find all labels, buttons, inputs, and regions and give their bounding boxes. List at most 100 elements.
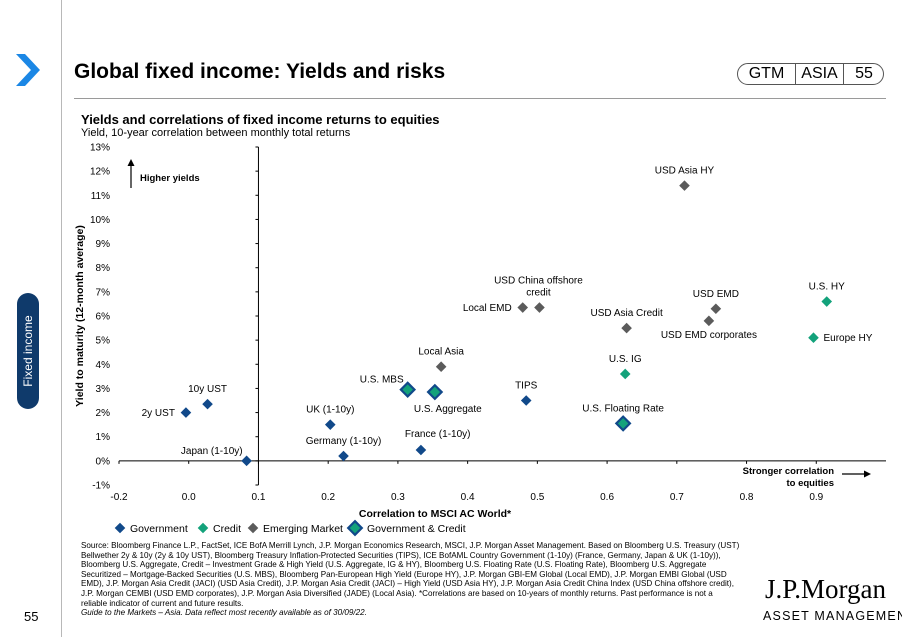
x-tick-label: 0.6 xyxy=(600,492,614,503)
left-divider xyxy=(61,0,62,637)
higher-yields-label: Higher yields xyxy=(140,173,200,184)
source-text: Source: Bloomberg Finance L.P., FactSet,… xyxy=(81,541,740,608)
data-point xyxy=(338,450,349,462)
y-tick-label: 4% xyxy=(96,360,111,371)
x-tick-label: 0.8 xyxy=(740,492,754,503)
data-point xyxy=(534,302,545,313)
y-tick-label: 12% xyxy=(90,167,110,178)
y-tick-label: 13% xyxy=(90,143,110,154)
gtm-label: GTM xyxy=(748,65,785,82)
data-point xyxy=(517,302,529,313)
stronger-correlation-label: to equities xyxy=(786,478,834,489)
x-tick-label: 0.5 xyxy=(530,492,544,503)
asset-management-logo: ASSET MANAGEMENT xyxy=(763,609,902,623)
data-point xyxy=(415,444,427,456)
data-point xyxy=(614,415,632,432)
legend-label: Government & Credit xyxy=(367,523,466,535)
page-number: 55 xyxy=(24,609,39,624)
legend-marker xyxy=(247,522,259,534)
gtm-badge: GTM ASIA 55 xyxy=(737,63,884,85)
data-label: USD Asia Credit xyxy=(590,308,662,319)
data-point xyxy=(520,395,532,406)
y-tick-label: 6% xyxy=(96,312,111,323)
data-point xyxy=(180,407,192,418)
chart-title: Yields and correlations of fixed income … xyxy=(81,112,440,127)
data-label: Europe HY xyxy=(823,333,872,344)
data-point xyxy=(435,361,447,372)
page-badge-number: 55 xyxy=(855,65,873,82)
data-point xyxy=(679,180,690,191)
data-label: U.S. IG xyxy=(609,354,642,365)
data-label: U.S. Floating Rate xyxy=(582,403,664,414)
gtm-divider xyxy=(795,64,796,84)
data-point xyxy=(621,322,632,334)
data-point xyxy=(703,315,715,327)
jpmorgan-logo: J.P.Morgan xyxy=(765,574,887,604)
data-label: TIPS xyxy=(515,381,538,392)
y-tick-label: 0% xyxy=(96,456,111,467)
section-tab[interactable] xyxy=(17,293,39,409)
x-tick-label: 0.3 xyxy=(391,492,405,503)
y-tick-label: 8% xyxy=(96,263,111,274)
data-point xyxy=(241,455,252,467)
data-point xyxy=(202,398,213,410)
data-label: Local Asia xyxy=(418,347,464,358)
y-tick-label: 11% xyxy=(91,191,110,202)
right-arrow-icon xyxy=(864,470,871,478)
x-tick-label: 0.2 xyxy=(321,492,335,503)
data-label: USD EMD xyxy=(693,289,739,300)
data-point xyxy=(710,303,722,315)
x-tick-label: 0.1 xyxy=(252,492,266,503)
legend-marker xyxy=(346,519,364,537)
data-label: USD Asia HY xyxy=(655,166,715,177)
x-tick-label: -0.2 xyxy=(110,492,128,503)
data-point xyxy=(426,383,444,401)
legend-marker xyxy=(114,522,126,534)
y-tick-label: -1% xyxy=(92,481,110,492)
source-notes: Source: Bloomberg Finance L.P., FactSet,… xyxy=(81,541,741,618)
region-label: ASIA xyxy=(801,65,838,82)
title-divider xyxy=(74,98,886,99)
y-tick-label: 3% xyxy=(96,384,111,395)
y-tick-label: 1% xyxy=(96,432,111,443)
gtm-divider xyxy=(843,64,844,84)
chart-subtitle: Yield, 10-year correlation between month… xyxy=(81,127,351,139)
y-tick-label: 7% xyxy=(96,287,111,298)
data-label: USD China offshore xyxy=(494,276,583,287)
legend-marker xyxy=(197,522,209,534)
y-tick-label: 2% xyxy=(96,408,111,419)
data-label: UK (1-10y) xyxy=(306,405,354,416)
guide-text: Guide to the Markets – Asia. Data reflec… xyxy=(81,608,367,618)
data-label: Japan (1-10y) xyxy=(181,446,243,457)
data-label: U.S. Aggregate xyxy=(414,404,482,415)
x-tick-label: 0.4 xyxy=(461,492,475,503)
y-tick-label: 5% xyxy=(96,336,111,347)
up-arrow-icon xyxy=(127,159,135,166)
data-point xyxy=(808,332,819,344)
stronger-correlation-label: Stronger correlation xyxy=(743,466,835,477)
page-title: Global fixed income: Yields and risks xyxy=(74,60,446,83)
data-point xyxy=(821,296,833,307)
data-label: U.S. HY xyxy=(809,282,845,293)
x-tick-label: 0.7 xyxy=(670,492,684,503)
data-point xyxy=(619,368,631,380)
y-tick-label: 10% xyxy=(90,215,110,226)
scatter-chart: -1% 0% 1% 2% 3% 4% 5% 6% 7% 8% 9% 10% 11% 12% 13% -0.2 0… xyxy=(74,143,886,537)
data-point xyxy=(324,419,336,430)
x-tick-label: 0.9 xyxy=(809,492,823,503)
x-tick-label: 0.0 xyxy=(182,492,196,503)
data-label: USD EMD corporates xyxy=(661,330,757,341)
y-axis-title: Yield to maturity (12-month average) xyxy=(74,225,86,407)
data-label: France (1-10y) xyxy=(405,429,471,440)
legend-label: Credit xyxy=(213,523,241,535)
data-label: credit xyxy=(526,288,551,299)
legend-label: Emerging Market xyxy=(263,523,343,535)
data-label: 2y UST xyxy=(142,408,175,419)
chevron-right-icon xyxy=(16,54,40,86)
x-axis-title: Correlation to MSCI AC World* xyxy=(359,508,512,520)
data-label: Germany (1-10y) xyxy=(306,436,382,447)
data-label: U.S. MBS xyxy=(360,375,404,386)
data-label: Local EMD xyxy=(463,303,512,314)
y-tick-label: 9% xyxy=(96,239,111,250)
data-label: 10y UST xyxy=(188,384,227,395)
